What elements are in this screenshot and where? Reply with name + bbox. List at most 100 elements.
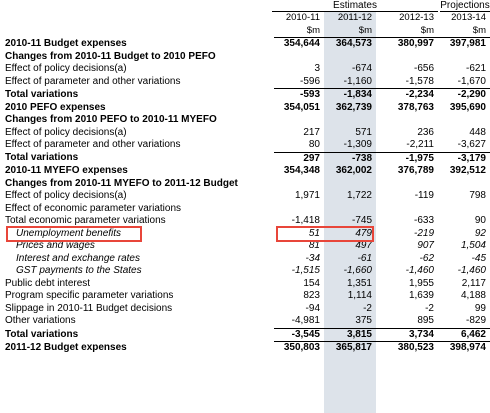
value-cell: -745 — [351, 215, 372, 226]
value-cell: -1,660 — [343, 265, 372, 276]
value-cell — [438, 51, 490, 64]
projections-header: Projections — [440, 0, 490, 12]
row-label: Effect of policy decisions(a) — [5, 190, 127, 201]
table-row: Slippage in 2010-11 Budget decisions -94 -… — [0, 303, 490, 316]
value-cell: 1,639 — [408, 290, 434, 301]
row-label: Other variations — [5, 315, 76, 327]
value-cell: -1,418 — [291, 215, 320, 226]
value-cell: 354,644 — [283, 38, 320, 49]
row-label: Public debt interest — [5, 277, 91, 289]
value-cell: 395,690 — [449, 101, 486, 113]
table-row: Changes from 2010 PEFO to 2010-11 MYEFO — [0, 114, 490, 127]
table-row: Effect of economic parameter variations — [0, 203, 490, 216]
row-label: Effect of parameter and other variations — [5, 75, 181, 87]
row-label: Interest and exchange rates — [16, 252, 140, 264]
value-cell: -1,309 — [343, 139, 372, 150]
value-cell — [438, 203, 490, 216]
value-cell — [274, 178, 324, 191]
value-cell — [274, 203, 324, 216]
unit-header: $m — [376, 24, 438, 38]
value-cell: 378,763 — [397, 101, 434, 113]
value-cell — [376, 203, 438, 216]
projections-label: Projections — [440, 0, 490, 11]
value-cell: -1,834 — [324, 88, 376, 102]
value-cell: -2 — [363, 302, 372, 314]
value-cell: 1,504 — [460, 240, 486, 251]
row-label: Total variations — [5, 328, 79, 340]
value-cell: 380,997 — [397, 38, 434, 49]
table-row: Total variations -3,545 3,815 3,734 6,462 — [0, 327, 490, 342]
value-cell: 362,002 — [335, 165, 372, 176]
value-cell: -94 — [305, 302, 320, 314]
value-cell: -4,981 — [291, 315, 320, 326]
row-label: 2010 PEFO expenses — [5, 101, 106, 113]
value-cell: 99 — [474, 302, 486, 314]
highlight-box-label — [6, 225, 142, 242]
value-cell: 375 — [355, 315, 372, 326]
row-label: GST payments to the States — [16, 265, 142, 276]
value-cell: 392,512 — [449, 165, 486, 176]
value-cell: 1,955 — [408, 277, 434, 289]
year-header-row: 2010-11 2011-12 2012-13 2013-14 — [0, 12, 490, 25]
row-label: Effect of policy decisions(a) — [5, 63, 127, 74]
table-row: Effect of policy decisions(a) 217 571 236 44… — [0, 127, 490, 140]
row-label: Total variations — [5, 88, 79, 100]
row-label: Changes from 2010-11 MYEFO to 2011-12 Bu… — [5, 177, 238, 189]
value-cell: -596 — [299, 75, 320, 87]
unit-header: $m — [438, 24, 490, 38]
value-cell: 90 — [474, 215, 486, 226]
value-cell: -621 — [465, 63, 486, 74]
year-header: 2013-14 — [451, 12, 486, 23]
table-row: Effect of parameter and other variations… — [0, 139, 490, 152]
value-cell: 448 — [469, 126, 486, 138]
value-cell: 398,974 — [438, 341, 490, 355]
value-cell — [438, 178, 490, 191]
value-cell: -45 — [471, 252, 486, 264]
row-label: Effect of policy decisions(a) — [5, 126, 127, 138]
table-row: Effect of parameter and other variations… — [0, 76, 490, 89]
row-label: Effect of parameter and other variations — [5, 139, 181, 151]
value-cell: 92 — [474, 227, 486, 239]
estimates-header: Estimates — [272, 0, 438, 12]
value-cell: -3,627 — [457, 139, 486, 150]
table-row: 2010-11 Budget expenses 354,644 364,573 380… — [0, 38, 490, 51]
value-cell: -633 — [413, 215, 434, 226]
value-cell: -62 — [419, 252, 434, 264]
value-cell — [376, 51, 438, 64]
row-label: 2010-11 Budget expenses — [5, 37, 127, 49]
table-row: 2011-12 Budget expenses 350,803 365,817 380… — [0, 341, 490, 355]
value-cell: -1,515 — [291, 265, 320, 276]
value-cell: -1,160 — [343, 75, 372, 87]
value-cell: -829 — [465, 315, 486, 326]
table-row: 2010 PEFO expenses 354,051 362,739 378,763 3… — [0, 102, 490, 115]
value-cell: 1,722 — [346, 190, 372, 201]
table-row: Effect of policy decisions(a) 1,971 1,722 -… — [0, 190, 490, 203]
value-cell: 154 — [303, 277, 320, 289]
table-row: Changes from 2010-11 Budget to 2010 PEFO — [0, 51, 490, 64]
value-cell: -2,234 — [376, 88, 438, 102]
table-row: Total economic parameter variations -1,41… — [0, 215, 490, 228]
value-cell: -1,460 — [405, 265, 434, 276]
value-cell: 354,051 — [283, 101, 320, 113]
value-cell — [274, 114, 324, 127]
value-cell: 6,462 — [438, 327, 490, 342]
value-cell: -61 — [357, 252, 372, 264]
row-label: Effect of economic parameter variations — [5, 202, 182, 214]
table-row: Effect of policy decisions(a) 3 -674 -656 -6… — [0, 63, 490, 76]
value-cell: 380,523 — [376, 341, 438, 355]
value-cell: 2,117 — [461, 277, 486, 289]
unit-header: $m — [324, 24, 376, 38]
value-cell: 3,815 — [324, 327, 376, 342]
value-cell: -3,545 — [274, 327, 324, 342]
value-cell: 362,739 — [335, 101, 372, 113]
value-cell: -119 — [414, 190, 434, 201]
row-label: Program specific parameter variations — [5, 290, 174, 301]
value-cell: -674 — [351, 63, 372, 74]
value-cell: 1,971 — [294, 190, 320, 201]
row-label: 2010-11 MYEFO expenses — [5, 165, 128, 176]
value-cell: -2 — [425, 302, 434, 314]
table-row: Program specific parameter variations 823… — [0, 290, 490, 303]
value-cell: 823 — [303, 290, 320, 301]
expenses-reconciliation-table: 2010-11 2011-12 2012-13 2013-14 $m $m $m… — [0, 12, 490, 355]
value-cell — [324, 114, 376, 127]
